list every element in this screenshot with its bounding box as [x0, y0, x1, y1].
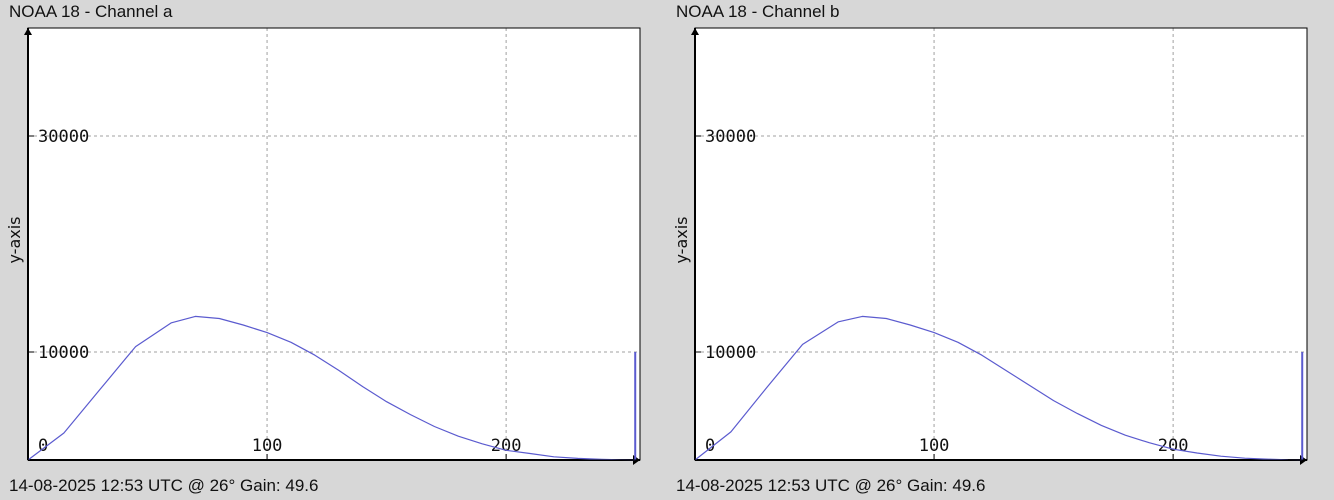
pass-info-footer: 14-08-2025 12:53 UTC @ 26° Gain: 49.6: [676, 476, 986, 495]
chart-plot-area: 0 100 200 10000 30000 y-axis: [5, 27, 641, 465]
x-tick-label: 200: [491, 436, 522, 456]
series-line: [694, 315, 1303, 461]
plot-background: [695, 28, 1307, 460]
y-tick-label: 30000: [38, 127, 89, 147]
chart-title: NOAA 18 - Channel b: [676, 2, 840, 21]
x-tick-label: 100: [919, 436, 950, 456]
pass-info-footer: 14-08-2025 12:53 UTC @ 26° Gain: 49.6: [9, 476, 319, 495]
y-axis-label: y-axis: [5, 216, 24, 263]
y-tick-label: 10000: [705, 343, 756, 363]
x-tick-label: 0: [705, 436, 715, 456]
y-tick-label: 30000: [705, 127, 756, 147]
plot-frame: [27, 27, 641, 461]
y-tick-label: 10000: [38, 343, 89, 363]
chart-panel-channel-b: NOAA 18 - Channel b 0 100 200 10000 30000 y-a…: [667, 0, 1334, 500]
x-tick-label: 0: [38, 436, 48, 456]
plot-frame: [694, 27, 1308, 461]
x-tick-label: 100: [252, 436, 283, 456]
y-axis-label: y-axis: [672, 216, 691, 263]
chart-panel-channel-a: NOAA 18 - Channel a 0 100 200 10000 30000 y-a…: [5, 2, 641, 495]
chart-title: NOAA 18 - Channel a: [9, 2, 173, 21]
plot-background: [28, 28, 640, 460]
series-line: [27, 315, 636, 461]
